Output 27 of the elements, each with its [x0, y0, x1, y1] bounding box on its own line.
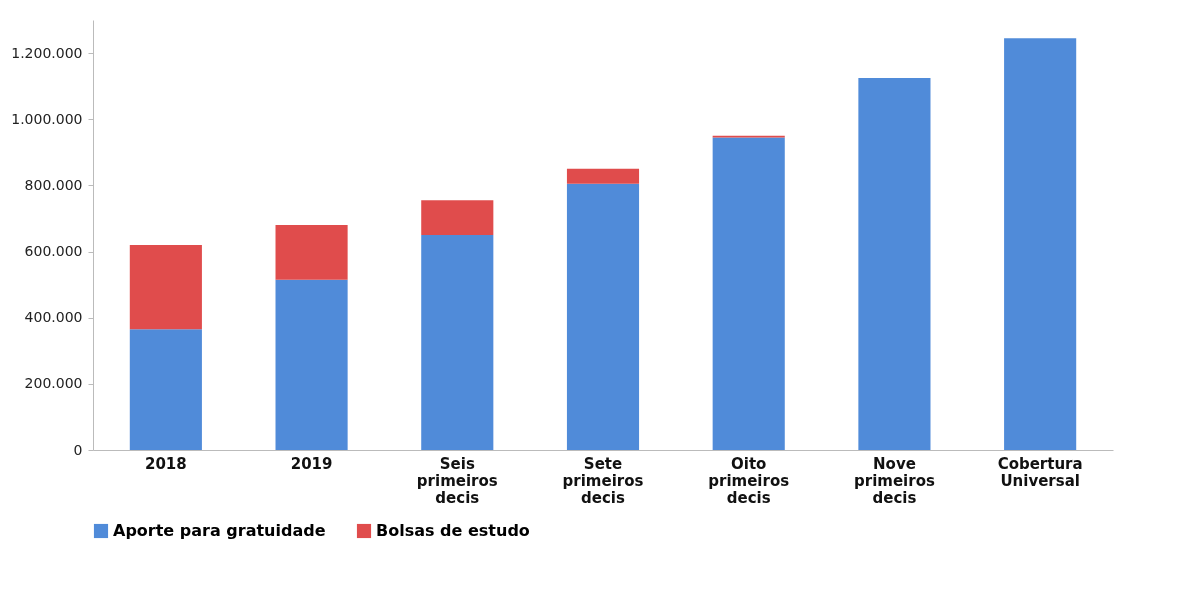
bar — [275, 279, 348, 450]
bar — [129, 329, 202, 450]
bar — [712, 137, 785, 450]
bar — [858, 77, 931, 450]
y-tick-label: 400.000 — [24, 309, 83, 326]
bar — [275, 225, 348, 280]
legend-label: Bolsas de estudo — [376, 521, 530, 540]
x-tick-label: Nove primeiros decis — [854, 454, 935, 507]
bar — [129, 244, 202, 330]
x-tick-label: Cobertura Universal — [997, 454, 1083, 490]
x-tick-label: Sete primeiros decis — [562, 454, 644, 507]
bar — [566, 183, 640, 450]
bar — [1004, 38, 1077, 450]
y-tick-label: 600.000 — [24, 243, 83, 260]
bar — [566, 168, 640, 184]
x-tick-label: 2019 — [290, 454, 333, 473]
y-tick-label: 200.000 — [24, 375, 83, 392]
bar — [421, 200, 494, 235]
legend-label: Aporte para gratuidade — [113, 521, 326, 540]
y-tick-label: 1.200.000 — [11, 44, 83, 61]
y-tick-label: 0 — [73, 441, 83, 458]
x-tick-label: Seis primeiros decis — [416, 454, 498, 507]
x-tick-label: 2018 — [144, 454, 187, 473]
y-tick-label: 1.000.000 — [11, 110, 83, 127]
bar — [421, 235, 494, 450]
x-tick-label: Oito primeiros decis — [708, 454, 790, 507]
y-tick-label: 800.000 — [24, 176, 83, 193]
